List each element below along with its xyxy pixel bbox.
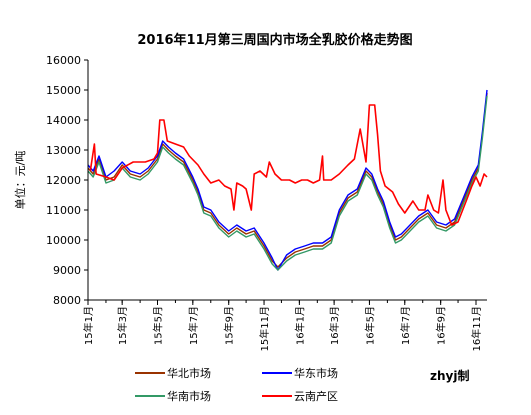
watermark-label: zhyj制 — [430, 368, 469, 383]
x-tick-label: 16年1月 — [293, 306, 306, 345]
y-tick-label: 16000 — [46, 54, 81, 67]
y-axis-label: 单位：元/吨 — [13, 151, 27, 210]
y-tick-label: 12000 — [46, 174, 81, 187]
legend-label: 华北市场 — [167, 366, 211, 380]
legend-label: 华南市场 — [167, 389, 211, 403]
y-tick-label: 14000 — [46, 114, 81, 127]
x-tick-label: 16年9月 — [435, 306, 448, 345]
y-tick-label: 10000 — [46, 234, 81, 247]
y-tick-label: 11000 — [46, 204, 81, 217]
y-tick-label: 15000 — [46, 84, 81, 97]
x-tick-label: 15年1月 — [82, 306, 95, 345]
x-tick-labels: 15年1月 15年3月 15年5月 15年7月 15年9月 15年11月 16年1月 16年3… — [82, 300, 483, 351]
y-tick-label: 8000 — [53, 294, 81, 307]
y-tick-label: 13000 — [46, 144, 81, 157]
x-tick-label: 15年3月 — [116, 306, 129, 345]
y-tick-labels: 16000 15000 14000 13000 12000 11000 10000 9000 8… — [46, 54, 88, 307]
y-tick-label: 9000 — [53, 264, 81, 277]
legend-label: 云南产区 — [294, 389, 338, 403]
series-line-2 — [87, 95, 488, 271]
x-tick-label: 15年9月 — [223, 306, 236, 345]
series-line-3 — [89, 104, 488, 226]
x-tick-label: 16年3月 — [328, 306, 341, 345]
x-tick-label: 16年11月 — [470, 306, 483, 351]
x-tick-label: 15年11月 — [258, 306, 271, 351]
chart-title: 2016年11月第三周国内市场全乳胶价格走势图 — [137, 32, 412, 48]
legend-label: 华东市场 — [294, 366, 338, 380]
series-line-0 — [87, 92, 488, 268]
series-line-1 — [87, 89, 488, 271]
x-tick-label: 16年5月 — [363, 306, 376, 345]
x-tick-label: 15年7月 — [187, 306, 200, 345]
x-tick-label: 15年5月 — [151, 306, 164, 345]
series-lines — [87, 89, 488, 271]
x-tick-label: 16年7月 — [399, 306, 412, 345]
